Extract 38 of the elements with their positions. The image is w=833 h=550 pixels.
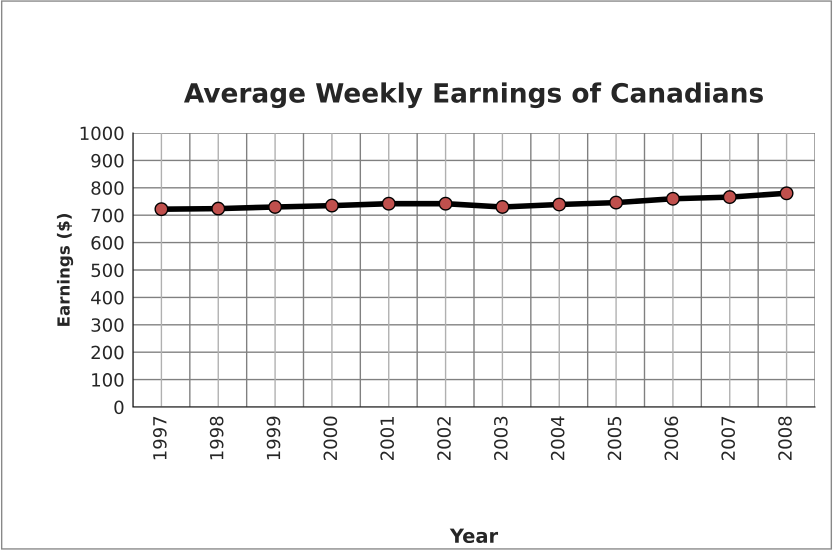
- y-tick-label: 100: [92, 373, 124, 387]
- y-tick-label: 400: [91, 290, 124, 305]
- point: [268, 200, 282, 214]
- y-tick-label: 1000: [80, 126, 124, 140]
- y-tick-label: 200: [92, 346, 124, 360]
- x-axis-title: Year: [450, 528, 498, 544]
- x-tick-label: 2006: [664, 416, 678, 460]
- x-tick-label: 2001: [380, 417, 394, 460]
- x-tick-label: 2002: [437, 417, 451, 460]
- point: [780, 186, 794, 200]
- point: [552, 198, 566, 212]
- y-tick-label: 800: [91, 181, 124, 195]
- x-tick-label: 2007: [721, 416, 735, 460]
- y-tick-label: 500: [92, 263, 124, 278]
- x-tick-label: 2008: [778, 416, 792, 460]
- y-axis-title: Earnings ($): [56, 214, 74, 326]
- point: [666, 192, 680, 206]
- point: [609, 196, 624, 210]
- point: [495, 200, 510, 214]
- point: [382, 196, 396, 211]
- x-tick-label: 1999: [266, 416, 280, 460]
- y-tick-label: 700: [92, 208, 124, 222]
- point: [154, 202, 168, 216]
- x-tick-label: 2003: [494, 416, 508, 460]
- y-tick-label: 300: [92, 318, 124, 332]
- y-tick-label: 600: [91, 236, 124, 250]
- point: [211, 202, 226, 216]
- point: [324, 198, 339, 213]
- y-tick-label: 900: [91, 154, 124, 168]
- y-tick-label: 0: [114, 400, 124, 414]
- x-tick-label: 1998: [210, 416, 224, 460]
- x-tick-label: 2005: [608, 416, 622, 460]
- x-tick-label: 2000: [324, 416, 338, 460]
- chart-title: Average Weekly Earnings of Canadians: [184, 82, 763, 108]
- x-tick-label: 2004: [550, 416, 564, 460]
- point: [438, 196, 453, 211]
- point: [722, 190, 737, 204]
- x-tick-label: 1997: [153, 416, 167, 460]
